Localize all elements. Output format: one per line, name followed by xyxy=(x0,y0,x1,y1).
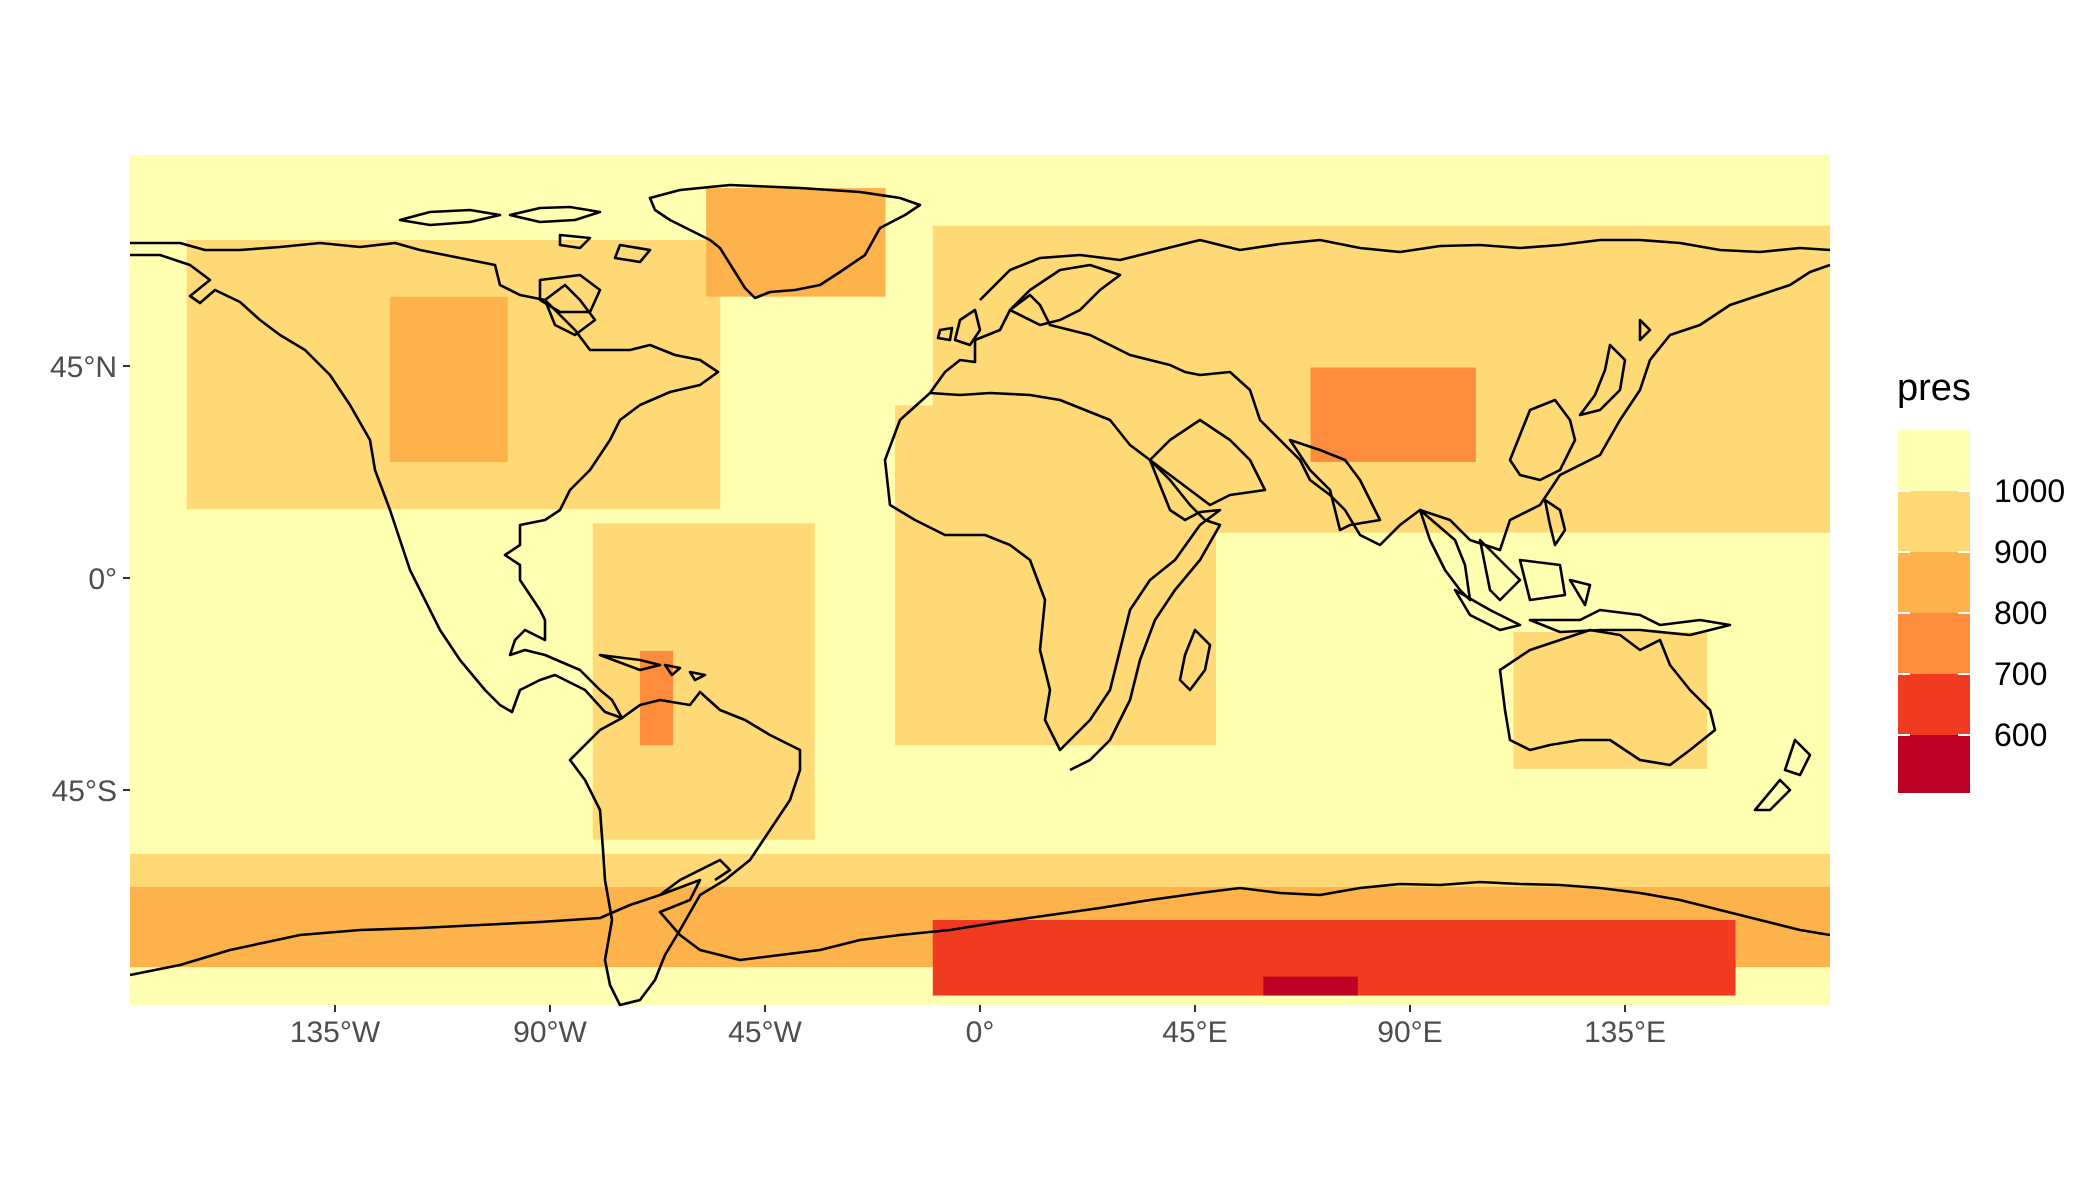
x-tick-0: 0° xyxy=(966,1005,995,1049)
pressure-cell xyxy=(706,188,886,297)
coastline-antarctica xyxy=(129,878,1831,977)
legend-label: 700 xyxy=(1994,656,2047,692)
coastline-australia xyxy=(1498,628,1717,767)
legend-label: 600 xyxy=(1994,717,2047,753)
coastline-india xyxy=(1288,438,1382,532)
coastline-arabia xyxy=(1148,418,1267,507)
pressure-cell xyxy=(389,296,508,462)
y-tick-label: 45°S xyxy=(52,775,117,808)
x-tick-label: 135°E xyxy=(1584,1016,1666,1049)
legend-swatch xyxy=(1898,674,1970,735)
coastline-east-asia xyxy=(1508,398,1577,482)
y-tick-0: 0° xyxy=(88,563,130,596)
legend-title: pres xyxy=(1897,367,1971,409)
x-tick-label: 45°E xyxy=(1162,1016,1227,1049)
x-axis: 135°W 90°W 45°W 0° 45°E 90°E 135°E xyxy=(290,1005,1666,1049)
legend-label: 900 xyxy=(1994,534,2047,570)
legend-label: 1000 xyxy=(1994,473,2065,509)
y-tick-45n: 45°N xyxy=(50,351,130,384)
coastline-new-zealand xyxy=(1753,738,1812,812)
pressure-cell xyxy=(592,523,815,840)
coastline-africa xyxy=(883,391,1222,752)
x-tick-90e: 90°E xyxy=(1377,1005,1443,1049)
coastline-philippines xyxy=(1543,498,1567,547)
coastline-scandinavia xyxy=(1008,263,1122,327)
legend-label: 800 xyxy=(1994,595,2047,631)
legend-swatch xyxy=(1898,613,1970,674)
x-tick-45e: 45°E xyxy=(1162,1005,1228,1049)
coastline-indonesia xyxy=(1453,558,1732,637)
legend-swatch xyxy=(1898,552,1970,613)
y-tick-45s: 45°S xyxy=(52,775,130,808)
x-tick-90w: 90°W xyxy=(513,1005,588,1049)
x-tick-label: 45°W xyxy=(728,1016,802,1049)
coastline-japan xyxy=(1578,318,1652,417)
y-axis: 45°N 0° 45°S xyxy=(50,351,130,808)
pressure-cell xyxy=(1513,631,1708,769)
x-tick-45w: 45°W xyxy=(728,1005,803,1049)
coastline-greenland xyxy=(648,183,922,300)
coastline-south-america xyxy=(568,690,802,1007)
x-tick-label: 0° xyxy=(966,1016,995,1049)
legend: pres 1000 900 800 700 600 xyxy=(1897,367,2065,793)
x-tick-label: 90°W xyxy=(513,1016,587,1049)
pressure-cell xyxy=(1310,367,1476,462)
coastline-north-america xyxy=(130,241,720,720)
coastline-europe xyxy=(979,238,1831,301)
x-tick-label: 135°W xyxy=(290,1016,381,1049)
pressure-cell xyxy=(1263,976,1358,996)
coastline-madagascar xyxy=(1178,628,1212,692)
x-tick-label: 90°E xyxy=(1377,1016,1442,1049)
legend-swatch xyxy=(1898,430,1970,491)
coastline-british-isles xyxy=(936,308,982,347)
y-tick-label: 45°N xyxy=(50,351,117,384)
legend-swatch xyxy=(1898,735,1970,793)
coastline-africa-horn xyxy=(1069,459,1222,772)
legend-swatch xyxy=(1898,491,1970,552)
coastline-antarctic-peninsula xyxy=(659,858,732,897)
x-tick-135w: 135°W xyxy=(290,1005,381,1049)
coastlines xyxy=(129,183,1831,1007)
coastline-caribbean xyxy=(598,653,707,682)
heatmap-cells xyxy=(130,155,1830,1005)
coastline-hudson-bay xyxy=(543,283,597,337)
x-tick-135e: 135°E xyxy=(1584,1005,1666,1049)
y-tick-label: 0° xyxy=(88,563,117,596)
coastline-europe-south xyxy=(928,263,1831,552)
